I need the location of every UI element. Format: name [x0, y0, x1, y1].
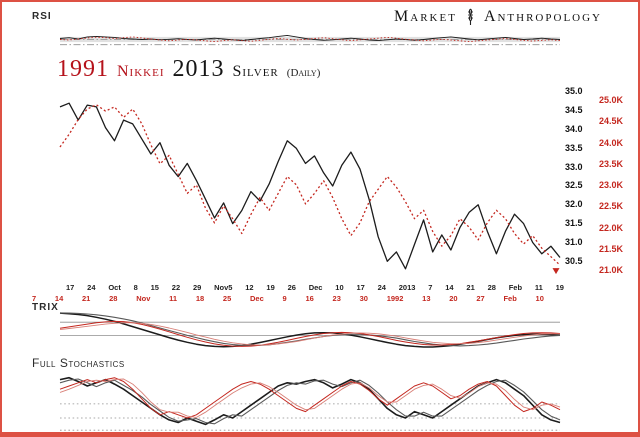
x-tick-silver: 26	[287, 283, 296, 292]
rsi-panel	[59, 26, 561, 52]
trix-panel	[59, 309, 561, 353]
x-tick-nikkei: 27	[476, 294, 485, 303]
trix-panel-label: TRIX	[32, 302, 59, 313]
stochastics-panel-label: Full Stochastics	[32, 356, 125, 370]
y-tick-nikkei: 21.0K	[599, 265, 624, 275]
x-tick-nikkei: 23	[332, 294, 341, 303]
x-tick-silver: 17	[356, 283, 365, 292]
series-trix-silver-signal	[59, 312, 561, 347]
x-tick-silver: 24	[377, 283, 386, 292]
x-tick-nikkei: 13	[422, 294, 431, 303]
x-tick-nikkei: 25	[222, 294, 232, 303]
x-tick-silver: 24	[87, 283, 96, 292]
trend-arrow-down-icon	[552, 268, 560, 275]
series-stoch-silver-k	[59, 376, 561, 426]
series-silver-2013	[59, 102, 561, 270]
x-axis-nikkei-dates: 7 14 21 28 Nov 11 18 25 Dec 9 16 23 30 1992 13 20 27 Feb 1…	[32, 294, 544, 303]
y-axis-nikkei: 25.0K 24.5K 24.0K 23.5K 23.0K 22.5K 22.0K 21.5K…	[599, 95, 633, 275]
series-trix-nikkei-signal	[59, 322, 560, 346]
y-tick-silver: 32.0	[565, 199, 583, 210]
y-tick-nikkei: 24.0K	[599, 137, 624, 148]
y-tick-nikkei: 22.0K	[599, 222, 624, 233]
y-tick-nikkei: 23.5K	[599, 158, 624, 169]
x-tick-nikkei: 16	[305, 294, 314, 303]
x-tick-silver: 7	[428, 283, 433, 292]
x-tick-silver: 19	[555, 283, 564, 292]
y-tick-nikkei: 24.5K	[599, 116, 624, 127]
series-rsi-silver-2013	[59, 34, 561, 42]
x-tick-nikkei: 18	[195, 294, 205, 303]
brand-logo: Market Anthropology	[394, 8, 602, 26]
x-tick-silver: 8	[133, 283, 138, 292]
y-tick-silver: 33.5	[565, 142, 583, 153]
x-tick-silver: Dec	[308, 283, 323, 292]
rsi-panel-label: RSI	[32, 11, 52, 22]
stochastics-panel	[59, 370, 561, 432]
series-stoch-nikkei-k	[59, 377, 561, 419]
y-tick-nikkei: 23.0K	[599, 180, 624, 190]
x-tick-nikkei: Nov	[136, 294, 151, 303]
y-tick-silver: 31.5	[565, 218, 583, 229]
x-tick-silver: 21	[466, 283, 475, 292]
y-tick-nikkei: 22.5K	[599, 201, 624, 212]
brand-text-right: Anthropology	[483, 8, 602, 25]
y-tick-silver: 34.5	[565, 104, 583, 115]
x-tick-silver: Nov5	[214, 283, 233, 292]
y-tick-nikkei: 25.0K	[599, 95, 624, 105]
x-tick-nikkei: 11	[169, 294, 178, 303]
x-tick-silver: 14	[445, 283, 454, 292]
dna-icon	[464, 8, 477, 26]
brand-text-left: Market	[394, 8, 457, 25]
x-tick-silver: 28	[487, 283, 496, 292]
x-tick-silver: 11	[534, 283, 543, 292]
y-tick-nikkei: 21.5K	[599, 243, 624, 254]
title-frequency: (Daily)	[286, 67, 321, 79]
x-tick-nikkei: 9	[282, 294, 287, 303]
x-tick-silver: 29	[192, 283, 202, 292]
x-tick-silver: 12	[245, 283, 254, 292]
x-tick-nikkei: 20	[449, 294, 458, 303]
x-tick-silver: Oct	[108, 283, 121, 292]
x-tick-nikkei: Feb	[503, 294, 517, 303]
x-tick-nikkei: 1992	[386, 294, 404, 303]
x-tick-nikkei: 7	[32, 294, 37, 303]
x-tick-silver: 19	[266, 283, 275, 292]
x-tick-silver: 2013	[398, 283, 416, 292]
title-name-nikkei: Nikkei	[117, 63, 165, 80]
x-tick-silver: 22	[171, 283, 181, 292]
x-tick-nikkei: 28	[109, 294, 118, 303]
y-tick-silver: 34.0	[565, 123, 583, 134]
x-tick-nikkei: 30	[359, 294, 368, 303]
title-year-nikkei: 1991	[57, 56, 109, 82]
x-tick-nikkei: 14	[54, 294, 64, 303]
series-stoch-nikkei-d	[59, 378, 561, 418]
y-tick-silver: 33.0	[565, 161, 583, 172]
x-tick-silver: Feb	[508, 283, 523, 292]
x-tick-nikkei: 21	[82, 294, 91, 303]
y-tick-silver: 32.5	[565, 180, 583, 191]
main-chart-panel	[59, 90, 561, 282]
title-year-silver: 2013	[172, 56, 225, 82]
chart-title: 1991 Nikkei 2013 Silver (Daily)	[57, 56, 320, 83]
series-trix-nikkei	[59, 320, 561, 347]
y-axis-silver: 35.0 34.5 34.0 33.5 33.0 32.5 32.0 31.5 31.0 30.5	[565, 86, 593, 266]
x-axis-silver-dates: 17 24 Oct 8 15 22 29 Nov5 12 19 26 Dec 10 17 24 2013 7 14…	[66, 283, 564, 292]
y-tick-silver: 31.0	[565, 237, 583, 247]
x-tick-silver: 10	[335, 283, 344, 292]
x-tick-silver: 17	[66, 283, 75, 292]
y-tick-silver: 35.0	[565, 86, 583, 96]
x-tick-nikkei: 10	[535, 294, 544, 303]
title-name-silver: Silver	[232, 63, 279, 80]
y-tick-silver: 30.5	[565, 255, 583, 266]
x-tick-silver: 15	[150, 283, 159, 292]
series-stoch-silver-d	[59, 378, 561, 425]
x-tick-nikkei: Dec	[250, 294, 264, 303]
